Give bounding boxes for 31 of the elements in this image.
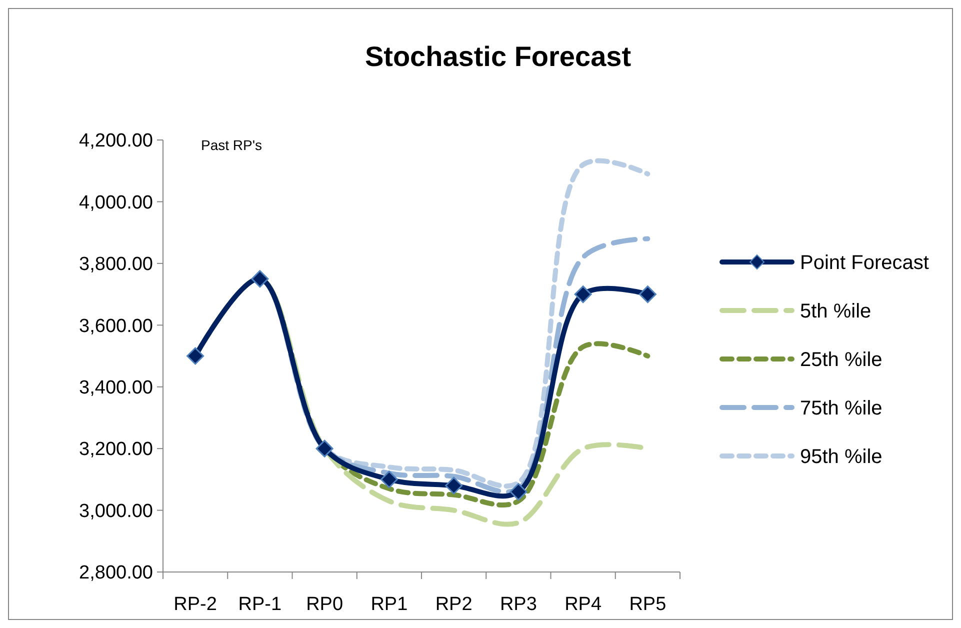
y-tick-label: 3,800.00 — [79, 254, 153, 276]
point — [510, 483, 528, 501]
legend-label: Point Forecast — [800, 252, 930, 274]
annotation: Past RP's — [201, 137, 262, 153]
x-tick-label: RP-1 — [238, 594, 282, 615]
y-tick-label: 3,400.00 — [79, 378, 153, 399]
y-tick-label: 3,000.00 — [79, 500, 153, 522]
y-tick-label: 3,600.00 — [79, 316, 153, 337]
x-tick-label: RP1 — [370, 594, 408, 615]
point — [638, 286, 656, 304]
y-tick-label: 4,200.00 — [79, 130, 153, 152]
point — [380, 470, 398, 488]
point — [445, 476, 463, 494]
point — [316, 440, 334, 458]
legend-label: 5th %ile — [800, 300, 872, 322]
point — [574, 286, 592, 304]
point — [251, 270, 269, 288]
point — [186, 347, 204, 365]
x-tick-label: RP5 — [629, 594, 666, 615]
y-tick-label: 3,200.00 — [79, 439, 153, 460]
legend-label: 75th %ile — [800, 398, 882, 420]
x-tick-label: RP2 — [435, 594, 472, 615]
legend-label: 95th %ile — [800, 446, 882, 468]
x-tick-label: RP-2 — [174, 594, 217, 615]
x-tick-label: RP4 — [564, 594, 602, 615]
y-tick-label: 4,000.00 — [79, 192, 153, 214]
legend-label: 25th %ile — [800, 349, 882, 371]
chart-title: Stochastic Forecast — [364, 41, 632, 72]
x-tick-label: RP3 — [500, 594, 537, 615]
y-tick-label: 2,800.00 — [79, 562, 153, 584]
x-tick-label: RP0 — [306, 594, 344, 615]
